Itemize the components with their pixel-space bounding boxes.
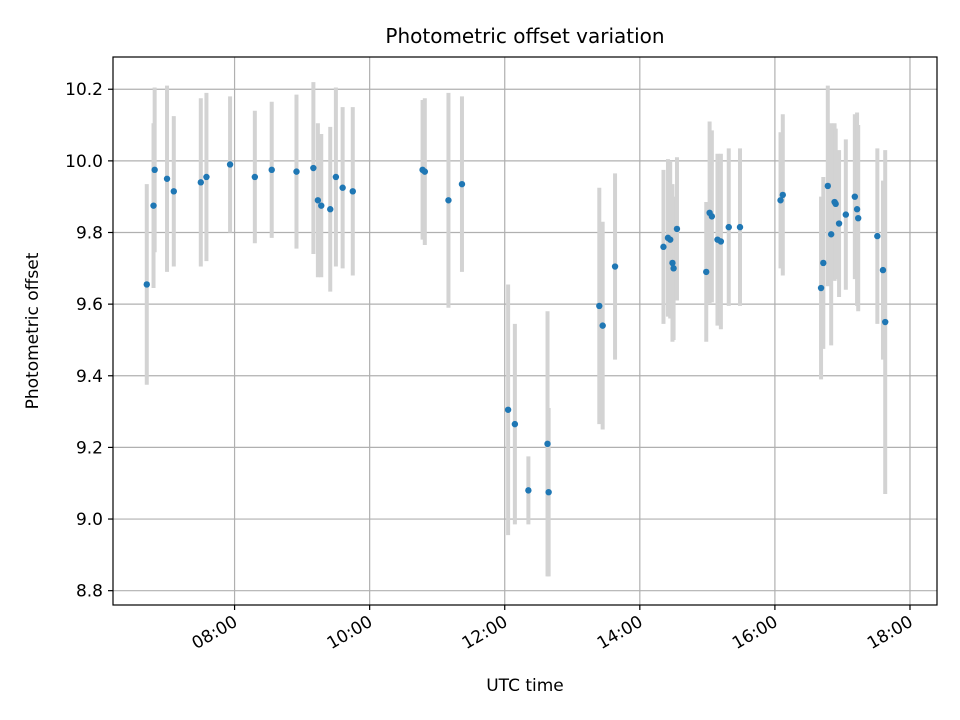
- data-point: [318, 202, 325, 209]
- data-point: [725, 223, 732, 231]
- plot-frame: [112, 56, 938, 606]
- data-point: [660, 243, 667, 251]
- data-point: [855, 214, 862, 222]
- data-point: [824, 182, 832, 190]
- data-point: [779, 191, 786, 199]
- data-point: [879, 266, 887, 274]
- data-point: [170, 188, 177, 195]
- x-axis-title: UTC time: [486, 676, 564, 696]
- data-points: [143, 161, 889, 496]
- data-point: [197, 179, 205, 186]
- data-point: [445, 197, 452, 204]
- data-point: [835, 220, 843, 227]
- data-point: [511, 420, 519, 428]
- data-point: [599, 322, 606, 329]
- y-tick-label: 9.8: [76, 224, 103, 244]
- data-point: [150, 202, 157, 209]
- data-point: [421, 168, 429, 175]
- data-point: [163, 175, 171, 182]
- data-point: [717, 238, 725, 245]
- grid: [113, 57, 937, 605]
- y-tick-label: 8.8: [76, 582, 103, 602]
- data-point: [268, 166, 275, 174]
- data-point: [596, 302, 603, 310]
- data-point: [820, 259, 827, 267]
- data-point: [853, 206, 861, 213]
- data-point: [827, 231, 835, 238]
- data-point: [851, 193, 859, 200]
- y-tick-label: 9.2: [76, 438, 103, 458]
- data-point: [203, 173, 210, 181]
- data-point: [151, 166, 158, 174]
- data-point: [504, 406, 512, 413]
- data-point: [817, 284, 825, 292]
- data-point: [842, 211, 850, 218]
- data-point: [251, 173, 259, 181]
- y-tick-label: 9.4: [76, 367, 103, 387]
- data-point: [332, 173, 340, 181]
- chart-title: Photometric offset variation: [385, 24, 664, 48]
- data-point: [832, 200, 839, 208]
- data-point: [736, 223, 744, 231]
- data-point: [874, 232, 881, 240]
- data-point: [544, 440, 551, 448]
- y-tick-label: 9.6: [76, 295, 103, 315]
- data-point: [310, 164, 317, 172]
- data-point: [545, 488, 552, 496]
- data-point: [708, 213, 716, 220]
- data-point: [314, 197, 322, 204]
- data-point: [458, 180, 466, 188]
- data-point: [673, 225, 681, 233]
- data-point: [143, 281, 150, 288]
- data-point: [667, 236, 674, 243]
- y-tick-label: 10.0: [65, 152, 103, 172]
- y-tick-label: 10.2: [65, 80, 103, 100]
- data-point: [777, 197, 784, 204]
- data-point: [226, 161, 234, 168]
- data-point: [670, 265, 677, 272]
- data-point: [669, 259, 676, 267]
- y-axis-title: Photometric offset: [23, 252, 43, 409]
- data-point: [611, 263, 619, 270]
- data-point: [349, 188, 356, 195]
- data-point: [293, 168, 300, 175]
- data-point: [327, 206, 334, 213]
- data-point: [882, 318, 889, 326]
- data-point: [525, 487, 532, 494]
- y-tick-label: 9.0: [76, 510, 103, 530]
- data-point: [703, 268, 710, 276]
- data-point: [339, 184, 346, 191]
